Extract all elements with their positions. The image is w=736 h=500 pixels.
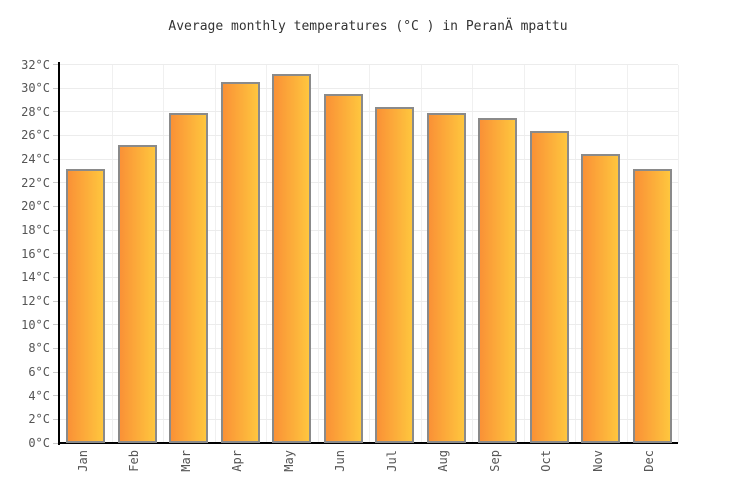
x-axis-label-text: Apr: [230, 450, 245, 472]
y-axis-label: 0°C: [28, 436, 50, 450]
y-axis-label: 10°C: [21, 317, 50, 332]
x-axis-label-nov: Nov: [590, 450, 609, 490]
x-axis-label-text: Jun: [333, 450, 348, 472]
y-axis-label: 12°C: [21, 294, 50, 309]
gridline-horizontal: [60, 158, 678, 160]
bar-apr[interactable]: [220, 82, 260, 443]
y-axis-label: 30°C: [21, 81, 50, 96]
y-axis-label: 22°C: [21, 175, 50, 190]
y-axis-tick: [53, 134, 58, 136]
y-axis-tick: [53, 205, 58, 207]
bar-dec[interactable]: [632, 168, 672, 443]
y-axis-tick: [53, 182, 58, 184]
gridline-horizontal: [60, 395, 678, 397]
bar-jan[interactable]: [66, 168, 106, 443]
x-axis-label-text: May: [281, 450, 296, 472]
y-axis-label: 14°C: [21, 270, 50, 285]
y-axis-label: 6°C: [28, 365, 50, 380]
gridline-horizontal: [60, 229, 678, 231]
x-axis-label-text: Dec: [642, 450, 657, 472]
x-axis-label-apr: Apr: [230, 450, 248, 490]
y-axis-tick: [53, 87, 58, 89]
gridline-horizontal: [60, 64, 678, 65]
y-axis-label: 32°C: [21, 57, 50, 72]
y-axis-label: 18°C: [21, 223, 50, 238]
x-axis-label-text: Nov: [590, 450, 605, 472]
x-axis-label-jul: Jul: [384, 450, 403, 490]
gridline-horizontal: [60, 134, 678, 136]
gridline-horizontal: [60, 205, 678, 207]
chart-title: Average monthly temperatures (°C ) in Pe…: [168, 19, 568, 34]
y-axis-tick: [53, 253, 58, 255]
y-axis-label: 4°C: [28, 388, 50, 403]
gridline-horizontal: [60, 253, 678, 255]
y-axis-tick: [53, 276, 58, 278]
gridline-horizontal: [60, 418, 678, 420]
x-axis-label-text: Mar: [178, 450, 193, 472]
y-axis-tick: [53, 158, 58, 160]
y-axis-tick: [53, 111, 58, 113]
y-axis-label: 2°C: [28, 412, 50, 427]
gridline-horizontal: [60, 182, 678, 184]
y-axis-label: 28°C: [21, 104, 50, 119]
y-axis-label: 26°C: [21, 128, 50, 143]
y-axis-tick: [53, 371, 58, 373]
gridline-vertical: [678, 64, 679, 443]
x-axis-label-text: Jan: [75, 450, 90, 472]
x-axis-label-jan: Jan: [75, 450, 94, 490]
gridline-horizontal: [60, 87, 678, 89]
x-axis-label-text: Sep: [487, 450, 502, 472]
y-axis-tick: [53, 324, 58, 326]
y-axis-label: 24°C: [21, 152, 50, 167]
x-axis-label-mar: Mar: [178, 450, 197, 490]
gridline-horizontal: [60, 111, 678, 113]
y-axis-tick: [53, 64, 58, 65]
gridline-horizontal: [60, 324, 678, 326]
x-axis-label-sep: Sep: [487, 450, 506, 490]
bar-feb[interactable]: [117, 144, 157, 443]
y-axis-tick: [53, 395, 58, 397]
x-axis-label-jun: Jun: [333, 450, 351, 490]
x-axis-label-text: Feb: [127, 450, 142, 472]
x-axis-label-text: Jul: [384, 450, 399, 472]
x-axis-label-text: Aug: [436, 450, 451, 472]
x-axis-label-oct: Oct: [539, 450, 557, 490]
x-axis-label-dec: Dec: [642, 450, 660, 490]
bar-oct[interactable]: [529, 130, 569, 443]
gridline-horizontal: [60, 276, 678, 278]
y-axis-label: 8°C: [28, 341, 50, 356]
gridline-horizontal: [60, 371, 678, 373]
x-axis-label-feb: Feb: [127, 450, 145, 490]
bar-jul[interactable]: [375, 107, 415, 443]
bar-jun[interactable]: [323, 94, 363, 443]
x-axis-line: [58, 442, 678, 444]
y-axis-tick: [53, 300, 58, 302]
y-axis-tick: [53, 418, 58, 420]
gridline-horizontal: [60, 347, 678, 349]
y-axis-line: [58, 61, 60, 445]
y-axis-tick: [53, 442, 58, 444]
bar-aug[interactable]: [426, 112, 466, 443]
y-axis-label: 16°C: [21, 246, 50, 261]
y-axis-tick: [53, 229, 58, 231]
gridline-horizontal: [60, 300, 678, 302]
bar-sep[interactable]: [478, 117, 518, 443]
x-axis-label-aug: Aug: [436, 450, 454, 490]
bar-may[interactable]: [272, 73, 312, 443]
bar-mar[interactable]: [169, 112, 209, 443]
x-axis-label-text: Oct: [539, 450, 554, 472]
y-axis-tick: [53, 347, 58, 349]
bar-nov[interactable]: [581, 154, 621, 443]
x-axis-label-may: May: [281, 450, 300, 490]
y-axis-label: 20°C: [21, 199, 50, 214]
